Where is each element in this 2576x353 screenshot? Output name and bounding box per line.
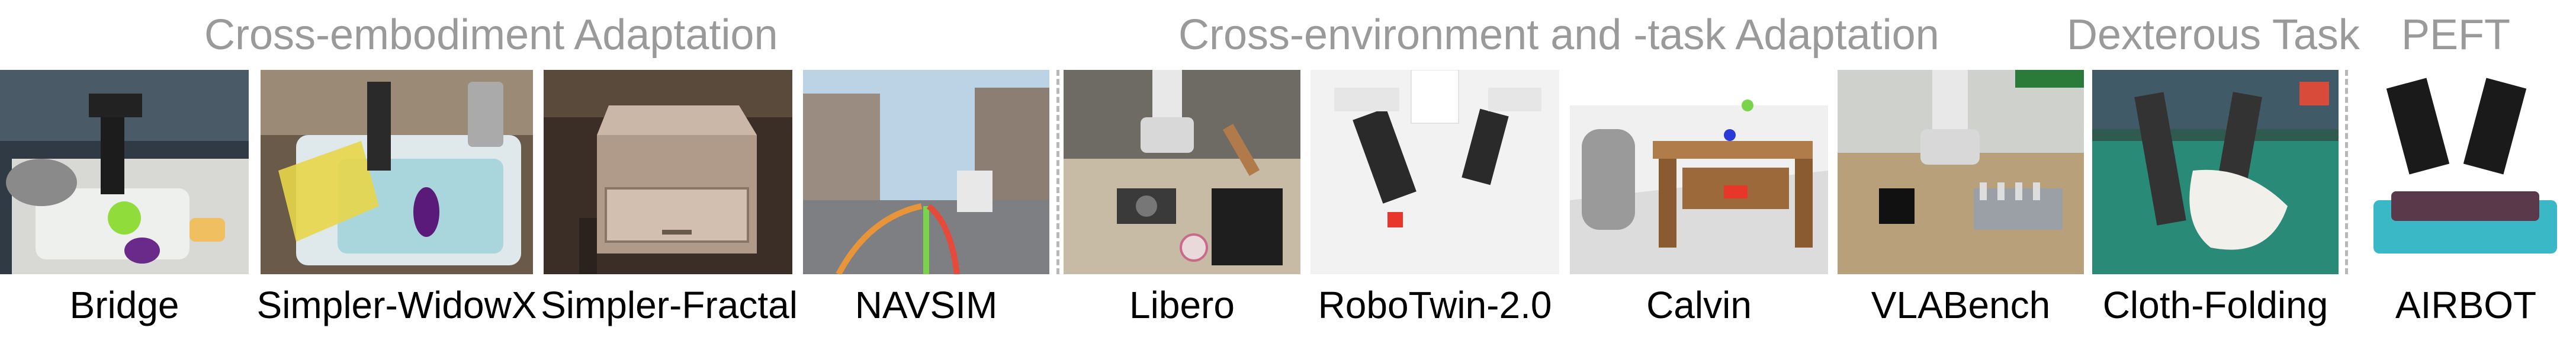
label-robotwin: RoboTwin-2.0	[1318, 284, 1552, 326]
thumbnail-libero	[1064, 70, 1300, 274]
label-calvin: Calvin	[1646, 284, 1752, 326]
label-simpler-fractal: Simpler-Fractal	[541, 284, 798, 326]
thumbnail-vlabench	[1838, 70, 2084, 274]
thumbnail-navsim	[803, 70, 1049, 274]
group-divider	[1056, 70, 1059, 274]
label-libero: Libero	[1129, 284, 1235, 326]
thumbnail-simpler-fractal	[544, 70, 792, 274]
thumbnail-airbot	[2356, 70, 2576, 274]
label-cloth-folding: Cloth-Folding	[2102, 284, 2328, 326]
group-title-peft: PEFT	[2401, 11, 2511, 59]
thumbnail-bridge	[0, 70, 249, 274]
thumbnail-simpler-widowx	[261, 70, 533, 274]
group-title-dexterous: Dexterous Task	[2067, 11, 2360, 59]
label-airbot: AIRBOT	[2395, 284, 2537, 326]
label-simpler-widowx: Simpler-WidowX	[256, 284, 537, 326]
thumbnail-cloth-folding	[2092, 70, 2339, 274]
label-bridge: Bridge	[69, 284, 179, 326]
label-navsim: NAVSIM	[855, 284, 998, 326]
label-vlabench: VLABench	[1871, 284, 2051, 326]
thumbnail-calvin	[1570, 70, 1828, 274]
thumbnail-robotwin	[1311, 70, 1559, 274]
group-title-cross-environment: Cross-environment and -task Adaptation	[1178, 11, 1939, 59]
group-divider	[2345, 70, 2348, 274]
group-title-cross-embodiment: Cross-embodiment Adaptation	[204, 11, 778, 59]
